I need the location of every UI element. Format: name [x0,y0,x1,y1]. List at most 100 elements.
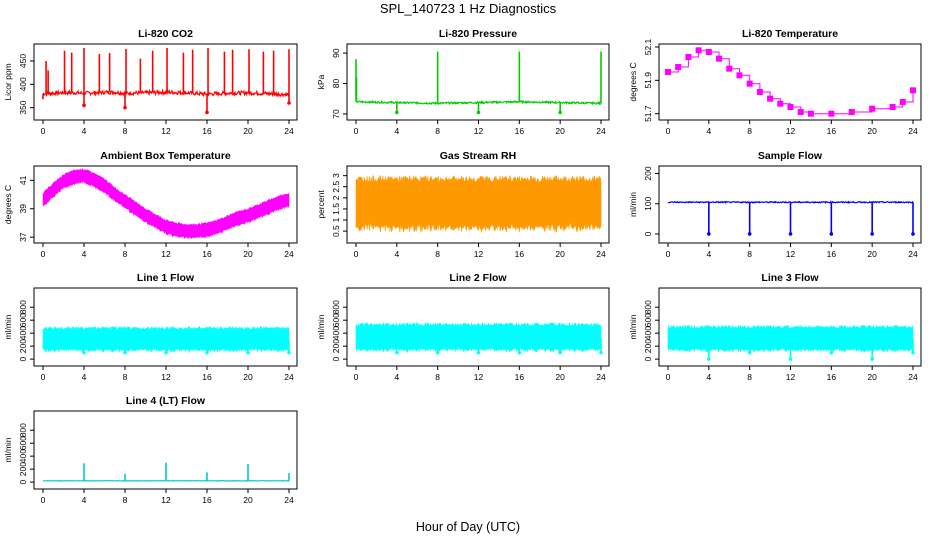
dip-point [205,350,209,355]
y-tick-label: 800 [643,300,653,314]
series-group [42,167,290,240]
panel-title: Sample Flow [758,150,823,162]
x-tick-label: 12 [786,249,796,259]
dip-point [558,350,562,355]
dip-point [287,101,291,105]
dip-point [123,350,127,355]
panel-title: Line 4 (LT) Flow [126,395,206,407]
x-tick-label: 8 [435,126,440,136]
x-tick-label: 24 [908,126,918,136]
x-tick-label: 12 [161,495,171,505]
data-point [787,104,794,110]
dip-point [829,232,834,236]
y-tick-label: 0 [643,231,653,236]
x-tick-label: 4 [394,372,399,382]
dip-point [870,357,874,361]
x-tick-label: 24 [908,372,918,382]
y-tick-label: 1 [331,217,341,222]
x-tick-label: 8 [747,249,752,259]
y-tick-label: 600 [643,313,653,327]
series-group [667,200,915,236]
x-tick-label: 16 [202,249,212,259]
y-tick-label: 52.1 [643,38,653,55]
y-tick-label: 0 [643,356,653,361]
data-point [675,64,682,70]
x-tick-label: 12 [786,372,796,382]
y-tick-label: 70 [331,109,341,119]
y-tick-label: 2 [331,195,341,200]
x-tick-label: 20 [555,126,565,136]
y-tick-label: 800 [18,300,28,314]
dip-point [435,350,440,355]
x-tick-label: 8 [123,372,128,382]
series-group [667,324,915,361]
x-tick-label: 4 [706,372,711,382]
dip-point [395,110,399,115]
panel-6: Sample Flow ml/min 0 4 8 12 16 20 24 0 100 200 [628,150,922,259]
x-tick-label: 12 [161,249,171,259]
y-tick-label: 0.5 [331,225,341,237]
x-tick-label: 24 [596,126,606,136]
y-tick-label: 200 [18,339,28,353]
panel-7: Line 1 Flow ml/min 0 4 8 12 16 20 24 0 20040060080… [3,272,298,382]
x-tick-label: 20 [243,249,253,259]
y-tick-label: 90 [331,48,341,58]
y-tick-label: 37 [18,232,28,242]
dip-point [707,357,711,361]
x-tick-label: 12 [474,372,484,382]
data-point [807,110,814,117]
x-tick-label: 20 [867,249,877,259]
series-group [42,462,290,482]
y-tick-label: 200 [643,166,653,180]
series-line [42,88,290,98]
panel-title: Gas Stream RH [440,150,516,162]
y-tick-label: 400 [18,77,28,91]
data-point [848,109,855,115]
series-group [42,47,291,115]
panel-title: Li-820 CO2 [138,28,193,40]
x-tick-label: 20 [867,126,877,136]
y-tick-label: 400 [18,326,28,340]
figure-title: SPL_140723 1 Hz Diagnostics [380,1,557,16]
x-tick-label: 0 [666,249,671,259]
y-tick-label: 51.7 [643,105,653,122]
y-tick-label: 600 [331,313,341,327]
x-tick-label: 12 [786,126,796,136]
plot-frame [33,43,298,121]
dip-point [246,350,250,355]
x-tick-label: 20 [243,372,253,382]
x-tick-label: 20 [555,249,565,259]
x-tick-label: 0 [41,249,46,259]
panel-2: Li-820 Pressure kPa 0 4 8 12 16 20 24 70 80 90 [316,28,610,136]
data-point [910,87,916,94]
data-point [889,104,896,110]
y-tick-label: 2.5 [331,181,341,193]
panel-8: Line 2 Flow ml/min 0 4 8 12 16 20 24 0 20040060080… [316,272,610,382]
data-point [685,54,692,60]
dip-point [476,350,481,355]
dip-point [476,110,481,115]
dip-point [911,232,915,236]
x-tick-label: 16 [202,495,212,505]
x-tick-label: 4 [82,126,87,136]
panel-9: Line 3 Flow ml/min 0 4 8 12 16 20 24 0 20040060080… [628,272,922,382]
dip-point [829,350,834,355]
x-tick-label: 4 [706,249,711,259]
data-point [767,95,774,102]
x-tick-label: 8 [123,126,128,136]
x-tick-label: 0 [41,372,46,382]
x-tick-label: 24 [596,372,606,382]
x-tick-label: 24 [596,249,606,259]
y-tick-label: 200 [331,339,341,353]
y-tick-label: 0 [18,356,28,361]
dip-point [287,350,291,355]
data-point [828,110,835,117]
panel-title: Li-820 Pressure [439,28,517,40]
x-tick-label: 16 [202,126,212,136]
x-tick-label: 20 [555,372,565,382]
series-line [667,200,914,205]
y-axis-label: kPa [316,74,326,89]
x-tick-label: 8 [435,372,440,382]
y-tick-label: 0 [331,356,341,361]
